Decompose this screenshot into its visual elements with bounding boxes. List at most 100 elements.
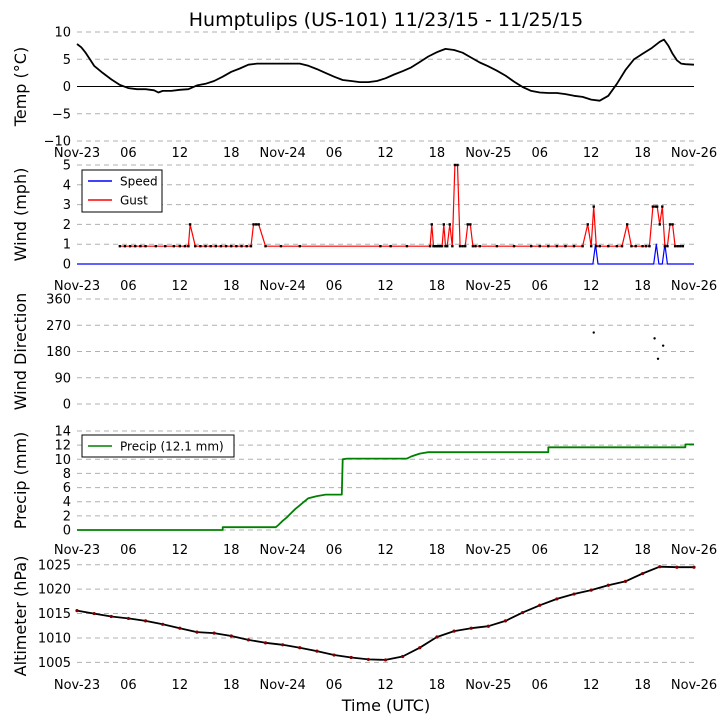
altimeter-marker: [298, 646, 302, 650]
panel-direction: 0 90 180 270 360 Wind Direction: [11, 293, 694, 413]
gust-marker: [456, 163, 459, 167]
gust-marker: [219, 244, 223, 248]
x-tick-label: 12: [583, 146, 600, 161]
x-tick-label: 18: [429, 543, 446, 558]
x-tick-label: 12: [172, 279, 189, 294]
altimeter-marker: [315, 649, 319, 653]
gust-marker: [118, 244, 122, 248]
gust-marker: [187, 244, 190, 248]
y-tick-label: 12: [54, 439, 71, 454]
gust-marker: [432, 244, 435, 248]
y-tick-label: 3: [63, 198, 71, 213]
gust-marker: [428, 244, 432, 248]
x-tick-label: 12: [172, 543, 189, 558]
gust-marker: [474, 244, 477, 248]
x-tick-label: 06: [120, 146, 137, 161]
y-axis-label: Altimeter (hPa): [11, 556, 30, 677]
gust-marker: [634, 244, 637, 248]
legend-precip: Precip (12.1 mm): [81, 434, 235, 458]
x-tick-label: 18: [634, 146, 651, 161]
gust-marker: [252, 223, 255, 226]
x-tick-label: Nov-26: [671, 543, 717, 558]
altimeter-marker: [383, 658, 388, 662]
x-tick-label: Nov-25: [465, 678, 511, 693]
altimeter-marker: [161, 622, 165, 626]
x-tick-label: Nov-23: [54, 543, 100, 558]
gust-marker: [139, 244, 142, 248]
gust-marker: [607, 244, 610, 248]
x-tick-label: 12: [583, 543, 600, 558]
y-axis-label: Temp (°C): [11, 47, 30, 127]
gust-marker: [435, 244, 439, 248]
gust-marker: [658, 223, 661, 226]
y-tick-label: 1: [63, 238, 71, 253]
x-tick-label: 18: [429, 146, 446, 161]
y-axis-label: Wind (mph): [11, 168, 30, 262]
gust-marker: [466, 223, 469, 226]
gust-marker: [249, 244, 253, 248]
y-tick-label: 360: [46, 293, 71, 308]
gust-marker: [183, 244, 187, 248]
y-tick-label: 1010: [38, 631, 71, 646]
x-tick-label: 12: [172, 146, 189, 161]
gust-marker: [644, 244, 648, 248]
x-tick-label: 06: [531, 678, 548, 693]
gust-marker: [564, 244, 567, 248]
gust-marker: [495, 244, 499, 248]
legend-box: [81, 169, 163, 213]
gust-marker: [439, 244, 442, 248]
y-tick-label: 10: [54, 453, 71, 468]
gust-marker: [478, 244, 481, 248]
gust-marker: [654, 205, 657, 208]
x-tick-label: 06: [120, 543, 137, 558]
gust-marker: [630, 244, 633, 248]
altimeter-marker: [640, 571, 645, 576]
gust-marker: [245, 244, 248, 248]
x-tick-label: 18: [429, 678, 446, 693]
altimeter-marker: [281, 643, 285, 647]
gust-marker: [446, 244, 449, 248]
gust-marker: [164, 244, 167, 248]
x-tick-label: Nov-24: [260, 678, 306, 693]
y-tick-label: 1005: [38, 656, 71, 671]
x-tick-label: 12: [377, 279, 394, 294]
x-tick-label: Nov-24: [260, 146, 306, 161]
gust-marker: [264, 244, 267, 248]
gust-marker: [471, 244, 475, 248]
x-tick-label: 12: [377, 146, 394, 161]
legend-label: Gust: [120, 194, 148, 208]
y-tick-label: 2: [63, 509, 71, 524]
x-tick-label: Nov-26: [671, 279, 717, 294]
altimeter-marker: [589, 588, 593, 592]
gust-marker: [279, 244, 283, 248]
gust-marker: [538, 244, 541, 248]
altimeter-marker: [178, 626, 182, 630]
gust-marker: [589, 244, 593, 248]
gust-marker: [448, 223, 451, 226]
gust-marker: [224, 244, 228, 248]
altimeter-marker: [401, 654, 405, 659]
altimeter-marker: [212, 631, 216, 635]
y-tick-label: 1025: [38, 558, 71, 573]
precip-line: [77, 443, 694, 531]
y-tick-label: 6: [63, 481, 71, 496]
y-tick-label: −10: [44, 135, 71, 150]
y-tick-label: 270: [46, 319, 71, 334]
gust-marker: [673, 244, 677, 248]
altimeter-marker: [486, 624, 490, 628]
y-axis-label: Wind Direction: [11, 293, 30, 411]
gust-marker: [144, 244, 147, 248]
y-tick-label: 1020: [38, 583, 71, 598]
x-tick-label: 18: [429, 279, 446, 294]
gust-marker: [451, 244, 454, 248]
legend-wind: Speed Gust: [81, 169, 163, 213]
y-tick-label: 4: [63, 495, 71, 510]
gust-marker: [172, 244, 176, 248]
y-tick-label: 5: [63, 159, 71, 174]
direction-point: [653, 337, 656, 340]
gust-marker: [555, 244, 559, 248]
gust-marker: [671, 223, 674, 226]
altimeter-marker: [349, 655, 353, 660]
